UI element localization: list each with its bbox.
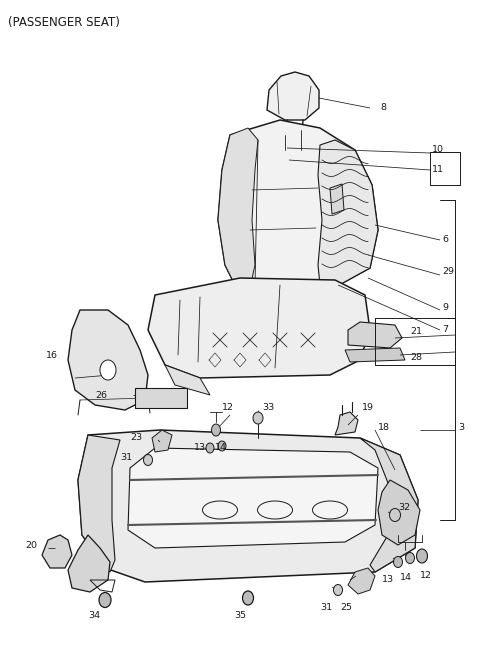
Polygon shape [267, 72, 319, 120]
Text: 25: 25 [340, 604, 352, 613]
Polygon shape [152, 430, 172, 452]
Ellipse shape [144, 455, 153, 466]
Ellipse shape [417, 549, 428, 563]
Text: 13: 13 [382, 575, 394, 584]
Text: 10: 10 [432, 146, 444, 155]
Text: 28: 28 [410, 354, 422, 363]
Polygon shape [360, 438, 418, 572]
Text: (PASSENGER SEAT): (PASSENGER SEAT) [8, 16, 120, 29]
Ellipse shape [406, 552, 415, 564]
FancyBboxPatch shape [135, 388, 187, 408]
Text: 23: 23 [130, 434, 142, 443]
Polygon shape [68, 310, 148, 410]
Polygon shape [218, 128, 258, 288]
Text: 8: 8 [380, 104, 386, 112]
Ellipse shape [334, 584, 343, 596]
Text: 3: 3 [458, 424, 464, 432]
Text: 14: 14 [400, 573, 412, 583]
Text: 29: 29 [442, 268, 454, 276]
Polygon shape [78, 435, 120, 572]
Text: 18: 18 [378, 424, 390, 432]
Text: 7: 7 [442, 325, 448, 335]
Text: 21: 21 [410, 327, 422, 337]
Text: 35: 35 [234, 611, 246, 619]
Text: 31: 31 [120, 453, 132, 462]
Text: 13: 13 [194, 443, 206, 453]
Polygon shape [165, 365, 210, 395]
Text: 31: 31 [320, 604, 332, 613]
Text: 11: 11 [432, 165, 444, 174]
Text: 33: 33 [262, 403, 274, 413]
Text: 12: 12 [222, 403, 234, 413]
Polygon shape [218, 120, 378, 295]
Text: 32: 32 [398, 504, 410, 512]
Text: 26: 26 [95, 390, 107, 400]
Ellipse shape [206, 443, 214, 453]
Ellipse shape [242, 591, 253, 605]
Polygon shape [345, 348, 405, 362]
Polygon shape [348, 568, 375, 594]
Ellipse shape [212, 424, 220, 436]
Text: 19: 19 [362, 403, 374, 413]
Polygon shape [68, 535, 110, 592]
Polygon shape [148, 278, 370, 378]
Text: 16: 16 [46, 350, 58, 359]
Text: 6: 6 [442, 236, 448, 245]
Polygon shape [318, 140, 378, 290]
Polygon shape [378, 480, 420, 545]
Ellipse shape [253, 412, 263, 424]
Polygon shape [335, 412, 358, 435]
Ellipse shape [389, 508, 400, 522]
Text: 12: 12 [420, 571, 432, 579]
Text: 20: 20 [25, 541, 37, 550]
Polygon shape [348, 322, 402, 348]
Text: 14: 14 [215, 443, 227, 453]
Ellipse shape [100, 360, 116, 380]
Polygon shape [330, 184, 344, 214]
Polygon shape [42, 535, 72, 568]
Ellipse shape [394, 556, 403, 567]
Polygon shape [78, 430, 418, 582]
Text: 9: 9 [442, 304, 448, 312]
Ellipse shape [218, 441, 226, 451]
Polygon shape [128, 448, 378, 548]
Text: 34: 34 [88, 611, 100, 619]
Ellipse shape [99, 592, 111, 607]
